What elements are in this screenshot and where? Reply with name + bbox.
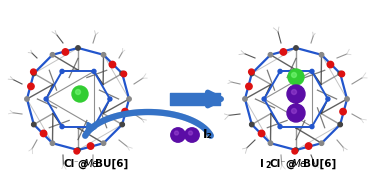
Text: ⁻: ⁻	[280, 159, 284, 168]
Circle shape	[40, 130, 47, 137]
Circle shape	[249, 122, 254, 127]
Text: Me: Me	[292, 159, 307, 169]
Circle shape	[326, 97, 330, 101]
Circle shape	[262, 97, 266, 101]
Text: @: @	[77, 159, 87, 169]
Circle shape	[60, 125, 64, 129]
Circle shape	[338, 122, 342, 127]
Circle shape	[108, 97, 112, 101]
Text: I₂: I₂	[203, 128, 213, 142]
Circle shape	[345, 97, 349, 101]
Circle shape	[278, 69, 282, 73]
Text: 2: 2	[265, 161, 270, 170]
Text: @: @	[285, 159, 295, 169]
Circle shape	[76, 46, 80, 50]
Circle shape	[50, 53, 55, 57]
Circle shape	[92, 125, 96, 129]
Text: Cl: Cl	[64, 159, 75, 169]
Circle shape	[76, 148, 80, 152]
Circle shape	[120, 71, 124, 76]
Circle shape	[339, 71, 345, 77]
Circle shape	[72, 86, 88, 102]
Circle shape	[291, 108, 296, 114]
Circle shape	[25, 97, 29, 101]
Text: I: I	[260, 159, 264, 169]
Circle shape	[109, 61, 116, 68]
Circle shape	[50, 141, 55, 145]
Circle shape	[249, 71, 254, 76]
Circle shape	[62, 49, 68, 55]
Circle shape	[185, 128, 199, 142]
Circle shape	[246, 83, 252, 90]
Circle shape	[44, 97, 48, 101]
Circle shape	[338, 71, 342, 76]
Circle shape	[122, 108, 128, 115]
Circle shape	[76, 90, 81, 94]
Circle shape	[74, 148, 79, 154]
Circle shape	[287, 104, 305, 122]
Circle shape	[120, 122, 124, 127]
Circle shape	[305, 143, 312, 149]
Circle shape	[87, 143, 94, 149]
Circle shape	[258, 130, 265, 137]
Circle shape	[127, 97, 131, 101]
Text: ⁻: ⁻	[73, 159, 77, 168]
Circle shape	[310, 69, 314, 73]
Circle shape	[294, 148, 298, 152]
Circle shape	[32, 122, 36, 127]
Circle shape	[171, 128, 185, 142]
Circle shape	[121, 71, 127, 77]
Circle shape	[175, 131, 178, 135]
Circle shape	[268, 53, 273, 57]
Circle shape	[291, 90, 296, 94]
Circle shape	[31, 69, 36, 75]
Circle shape	[310, 125, 314, 129]
Text: BU[6]: BU[6]	[95, 159, 128, 169]
Circle shape	[249, 69, 254, 75]
Circle shape	[32, 71, 36, 76]
Circle shape	[92, 69, 96, 73]
Text: Cl: Cl	[270, 159, 281, 169]
Circle shape	[28, 83, 34, 90]
Circle shape	[319, 53, 324, 57]
Circle shape	[280, 49, 287, 55]
Text: Me: Me	[84, 159, 99, 169]
Circle shape	[287, 85, 305, 103]
Circle shape	[278, 125, 282, 129]
Circle shape	[268, 141, 273, 145]
Circle shape	[340, 108, 346, 115]
Circle shape	[294, 46, 298, 50]
Text: BU[6]: BU[6]	[303, 159, 336, 169]
Circle shape	[189, 131, 192, 135]
Circle shape	[288, 69, 304, 85]
Circle shape	[243, 97, 247, 101]
Circle shape	[101, 141, 106, 145]
Circle shape	[291, 73, 296, 77]
Circle shape	[60, 69, 64, 73]
Circle shape	[327, 61, 334, 68]
Circle shape	[292, 148, 297, 154]
Circle shape	[101, 53, 106, 57]
Circle shape	[319, 141, 324, 145]
